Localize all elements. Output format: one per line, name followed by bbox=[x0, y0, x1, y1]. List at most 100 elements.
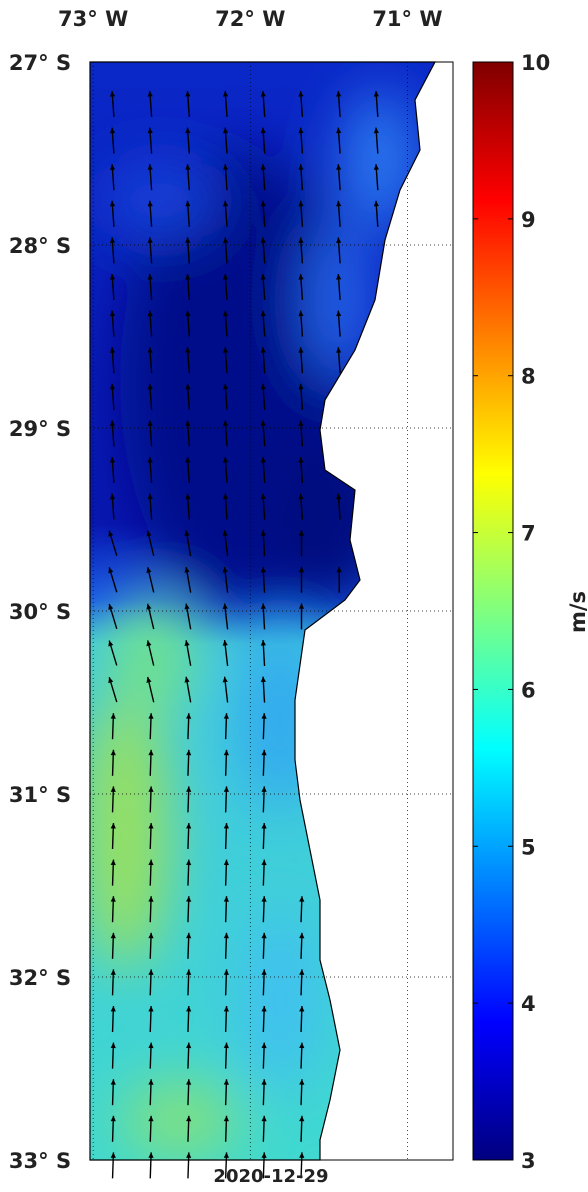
wind-arrow-head bbox=[147, 274, 153, 280]
wind-arrow-head bbox=[222, 310, 229, 317]
wind-arrow-head bbox=[223, 1115, 229, 1122]
wind-arrow-head bbox=[261, 786, 267, 792]
lat-tick-label: 30° S bbox=[9, 600, 71, 624]
wind-arrow-head bbox=[222, 457, 229, 463]
wind-arrow-head bbox=[222, 237, 229, 244]
wind-arrow-head bbox=[146, 640, 152, 647]
wind-arrow-head bbox=[298, 91, 304, 97]
wind-arrow-head bbox=[299, 1042, 305, 1049]
wind-arrow-head bbox=[108, 677, 114, 684]
lat-tick-label: 28° S bbox=[9, 234, 71, 258]
wind-arrow-head bbox=[299, 969, 305, 975]
wind-arrow-head bbox=[261, 1042, 267, 1049]
wind-arrow-head bbox=[148, 932, 154, 939]
colorbar bbox=[472, 61, 514, 1161]
wind-arrow-head bbox=[147, 493, 153, 500]
wind-arrow-head bbox=[148, 786, 154, 792]
wind-arrow-head bbox=[185, 164, 191, 170]
wind-arrow-head bbox=[146, 530, 152, 537]
wind-arrow-head bbox=[260, 457, 266, 463]
wind-arrow-head bbox=[185, 237, 191, 244]
wind-arrow-head bbox=[109, 383, 116, 390]
wind-arrow-head bbox=[222, 91, 229, 97]
lon-tick-label: 71° W bbox=[372, 7, 442, 31]
wind-arrow-head bbox=[222, 493, 229, 500]
wind-arrow-head bbox=[222, 274, 229, 280]
wind-arrow-head bbox=[110, 896, 116, 902]
wind-arrow-head bbox=[223, 896, 229, 902]
wind-arrow-head bbox=[146, 567, 152, 574]
wind-arrow-head bbox=[186, 713, 192, 719]
lat-tick-label: 33° S bbox=[9, 1149, 71, 1173]
wind-arrow-head bbox=[298, 127, 304, 134]
wind-arrow-head bbox=[261, 859, 267, 866]
wind-arrow-head bbox=[260, 530, 266, 536]
wind-arrow-head bbox=[336, 91, 342, 97]
colorbar-tick-label: 8 bbox=[521, 365, 536, 389]
wind-arrow-head bbox=[186, 859, 192, 866]
wind-arrow-head bbox=[185, 91, 191, 97]
wind-arrow-head bbox=[185, 347, 191, 353]
wind-arrow-head bbox=[223, 969, 229, 975]
colorbar-label: m/s bbox=[566, 591, 588, 633]
wind-arrow-head bbox=[260, 347, 266, 353]
map-frame bbox=[89, 61, 454, 1161]
wind-arrow-head bbox=[223, 1042, 229, 1049]
colorbar-tick-label: 7 bbox=[521, 522, 536, 546]
wind-arrow-head bbox=[147, 127, 153, 134]
wind-arrow-head bbox=[148, 1006, 154, 1012]
wind-arrow-head bbox=[185, 310, 191, 317]
wind-arrow-head bbox=[222, 164, 229, 170]
wind-arrow-head bbox=[148, 969, 154, 975]
wind-arrow-head bbox=[223, 1079, 229, 1085]
wind-arrow-head bbox=[184, 640, 190, 646]
wind-arrow-head bbox=[261, 1152, 267, 1158]
wind-arrow-head bbox=[147, 237, 153, 244]
lat-tick-label: 27° S bbox=[9, 51, 71, 75]
wind-arrow-head bbox=[147, 347, 153, 353]
wind-arrow-head bbox=[260, 164, 266, 170]
wind-arrow-head bbox=[298, 200, 304, 207]
wind-arrow-head bbox=[148, 1152, 154, 1158]
wind-arrow-head bbox=[148, 1079, 154, 1085]
wind-arrow-head bbox=[109, 457, 116, 463]
wind-arrow-head bbox=[223, 859, 229, 866]
wind-arrow-head bbox=[147, 91, 153, 97]
wind-arrow-head bbox=[260, 200, 266, 207]
wind-arrow-head bbox=[298, 603, 305, 609]
wind-arrow-head bbox=[373, 127, 379, 134]
wind-arrow-head bbox=[110, 749, 116, 756]
wind-arrow-head bbox=[109, 164, 116, 170]
wind-arrow-head bbox=[185, 127, 191, 134]
wind-arrow-head bbox=[184, 603, 190, 610]
wind-arrow-head bbox=[110, 1079, 116, 1085]
wind-arrow-head bbox=[336, 274, 342, 280]
wind-arrow-head bbox=[261, 1115, 267, 1122]
wind-arrow-head bbox=[186, 1042, 192, 1049]
wind-arrow-head bbox=[108, 640, 114, 647]
wind-arrow-head bbox=[222, 200, 229, 207]
wind-arrow-head bbox=[299, 1152, 305, 1158]
wind-arrow-head bbox=[108, 567, 114, 574]
wind-arrow-head bbox=[110, 786, 116, 792]
wind-arrow-head bbox=[373, 91, 379, 97]
lat-tick-label: 29° S bbox=[9, 417, 71, 441]
wind-arrow-head bbox=[299, 932, 305, 939]
wind-arrow-head bbox=[261, 749, 267, 756]
wind-arrow-head bbox=[109, 420, 116, 427]
wind-arrow-head bbox=[223, 749, 229, 756]
wind-arrow-head bbox=[186, 823, 192, 829]
wind-arrow-head bbox=[184, 530, 190, 537]
wind-arrow-head bbox=[261, 1006, 267, 1012]
wind-arrow-head bbox=[110, 932, 116, 939]
wind-arrow-head bbox=[261, 932, 267, 939]
wind-arrow-head bbox=[148, 823, 154, 829]
wind-arrow-head bbox=[260, 676, 266, 683]
wind-arrow-head bbox=[109, 237, 116, 244]
wind-arrow-head bbox=[299, 1079, 305, 1085]
wind-arrow-head bbox=[109, 493, 116, 500]
wind-arrow-head bbox=[261, 1079, 267, 1085]
lat-tick-label: 31° S bbox=[9, 783, 71, 807]
wind-arrow-head bbox=[186, 1115, 192, 1122]
colorbar-tick-label: 5 bbox=[521, 835, 536, 859]
